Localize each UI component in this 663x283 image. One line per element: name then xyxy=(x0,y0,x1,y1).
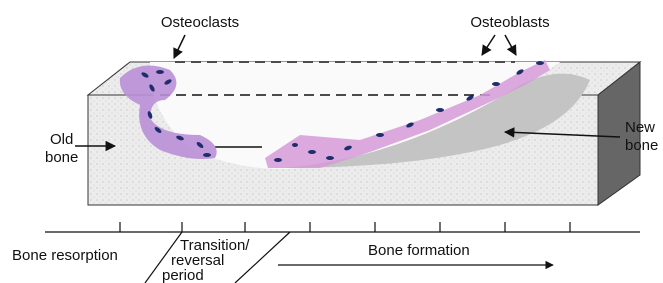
nucleus xyxy=(156,70,164,74)
nucleus xyxy=(492,82,500,86)
arrow xyxy=(505,35,516,55)
timeline xyxy=(45,222,640,283)
nucleus xyxy=(274,158,282,162)
arrow xyxy=(174,35,185,58)
label-line: bone xyxy=(45,149,78,166)
new-bone-label: New bone xyxy=(625,119,659,154)
label-line: bone xyxy=(625,137,658,154)
label-line: period xyxy=(162,267,204,283)
old-bone-label: Old bone xyxy=(45,131,78,166)
nucleus xyxy=(436,108,444,112)
label-line: New xyxy=(625,119,655,136)
nucleus xyxy=(203,153,211,157)
label-line: Old xyxy=(50,131,73,148)
osteoclasts-label: Osteoclasts xyxy=(161,14,239,31)
nucleus xyxy=(326,156,334,160)
transition-label: Transition/ reversal period xyxy=(162,237,254,283)
bone-remodeling-diagram: Osteoclasts Osteoblasts Old bone New bon… xyxy=(0,0,663,283)
nucleus xyxy=(308,150,316,154)
arrow xyxy=(482,35,495,55)
osteoblasts-label: Osteoblasts xyxy=(470,14,549,31)
nucleus xyxy=(376,133,384,137)
formation-label: Bone formation xyxy=(368,242,470,259)
nucleus xyxy=(292,143,298,147)
nucleus xyxy=(536,61,544,65)
resorption-label: Bone resorption xyxy=(12,247,118,264)
